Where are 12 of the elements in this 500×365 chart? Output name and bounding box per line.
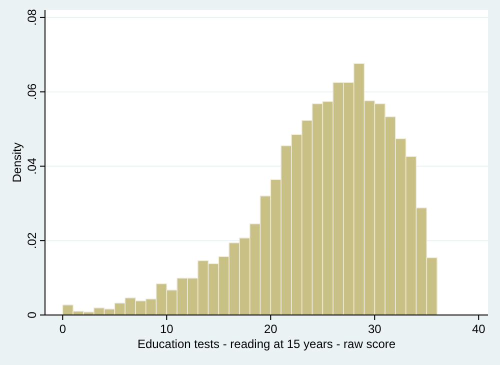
x-tick-label: 10: [160, 322, 174, 336]
y-tick-label: .08: [25, 8, 39, 26]
y-axis-title: Density: [10, 142, 24, 183]
y-tick-label: .02: [25, 232, 39, 249]
x-tick-label: 30: [368, 322, 382, 336]
x-tick-label: 40: [472, 322, 486, 336]
y-tick-label: .06: [25, 83, 39, 100]
x-tick-label: 0: [59, 322, 66, 336]
y-tick-label: 0: [25, 311, 39, 318]
x-axis-title: Education tests - reading at 15 years - raw score: [137, 337, 396, 351]
y-tick-label: .04: [25, 158, 39, 175]
x-tick-label: 20: [264, 322, 278, 336]
